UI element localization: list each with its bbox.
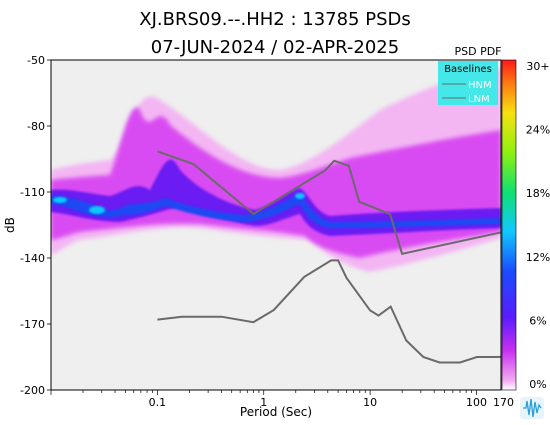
y-axis-label: dB <box>3 217 17 233</box>
legend-title: Baselines <box>444 64 492 75</box>
y-tick-label: -140 <box>20 252 45 265</box>
density-hotspot <box>53 197 67 203</box>
density-layer <box>51 68 501 272</box>
y-tick-label: -80 <box>27 120 45 133</box>
chart-title: XJ.BRS09.--.HH2 : 13785 PSDs <box>139 9 411 30</box>
waveform-logo-icon <box>520 397 544 419</box>
y-tick-label: -110 <box>20 186 45 199</box>
legend-lnm-label: LNM <box>468 94 490 105</box>
legend: Baselines HNM LNM <box>438 61 498 105</box>
colorbar-tick-label: 18% <box>526 187 550 200</box>
colorbar-title: PSD PDF <box>454 45 501 58</box>
colorbar-tick-label: 6% <box>529 314 546 327</box>
y-tick-label: -200 <box>20 384 45 397</box>
y-axis-ticks: -50 -80 -110 -140 -170 -200 <box>20 54 51 397</box>
colorbar-ticks: 30+ 24% 18% 12% 6% 0% <box>526 60 550 391</box>
baseline-series <box>157 150 501 364</box>
plot-frame <box>50 59 502 391</box>
colorbar-tick-label: 0% <box>529 378 546 391</box>
series-line-lnm <box>157 259 501 364</box>
x-tick-label: 10 <box>363 396 377 409</box>
y-tick-label: -170 <box>20 318 45 331</box>
x-axis-label: Period (Sec) <box>240 405 312 419</box>
colorbar <box>501 59 517 391</box>
y-tick-label: -50 <box>27 54 45 67</box>
x-tick-label: 1 <box>260 396 267 409</box>
x-tick-label: 0.1 <box>149 396 167 409</box>
density-hotspot <box>295 193 305 199</box>
density-hotspot <box>89 206 105 214</box>
legend-hnm-label: HNM <box>468 80 492 91</box>
series-line-hnm <box>157 150 501 255</box>
colorbar-tick-label: 30+ <box>526 60 549 73</box>
colorbar-tick-label: 24% <box>526 124 550 137</box>
chart-subtitle: 07-JUN-2024 / 02-APR-2025 <box>151 37 399 58</box>
x-axis-ticks: 0.1 1 10 100 170 <box>50 390 514 409</box>
density-core <box>51 159 501 236</box>
x-tick-label: 100 <box>466 396 487 409</box>
density-ridge <box>51 194 501 228</box>
colorbar-tick-label: 12% <box>526 251 550 264</box>
x-tick-label: 170 <box>493 396 514 409</box>
